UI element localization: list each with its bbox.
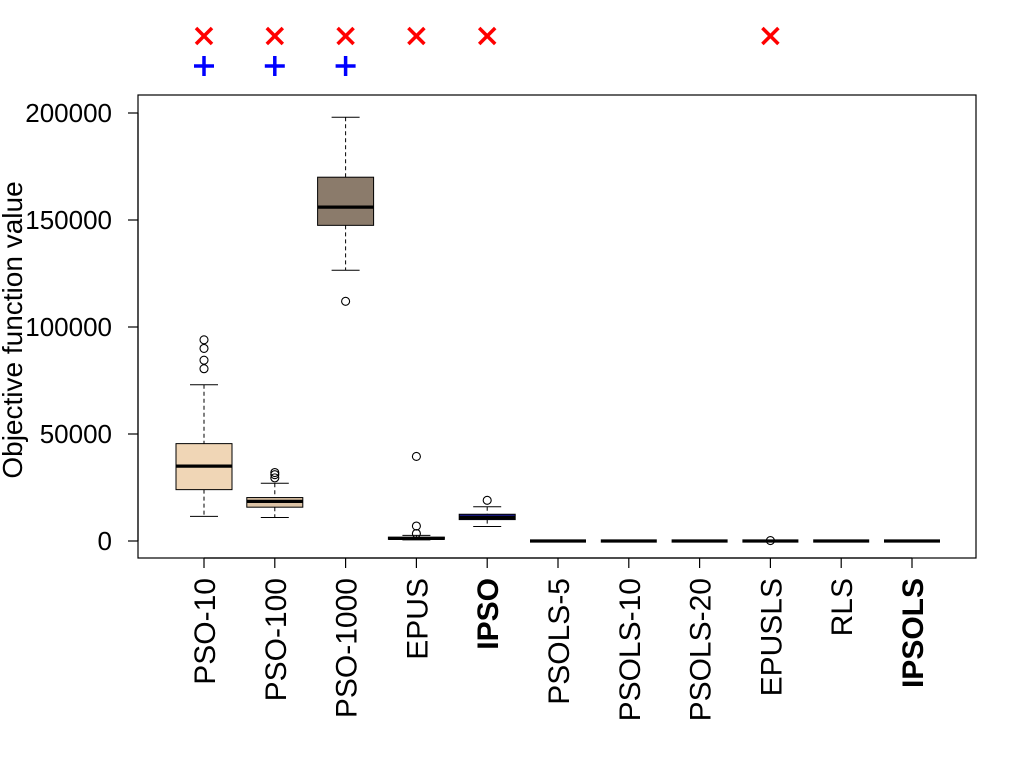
x-label-psols-5: PSOLS-5: [543, 578, 576, 705]
x-label-psols-20: PSOLS-20: [685, 578, 718, 721]
outlier-point: [199, 343, 209, 353]
box-pso-100: [246, 467, 304, 568]
box-psols-5: [530, 539, 586, 568]
box-epusls: [742, 536, 799, 568]
cross-stroke: [194, 26, 214, 46]
outlier-point: [341, 296, 351, 306]
y-tick-label: 100000: [25, 312, 112, 342]
outlier-point: [411, 521, 421, 531]
x-label-ipsols: IPSOLS: [897, 578, 930, 688]
box-rls: [813, 539, 870, 568]
box-pso-1000: [317, 116, 375, 568]
blue-plus-marker: [194, 56, 214, 76]
x-label-pso-100: PSO-100: [260, 578, 293, 701]
outlier-point: [482, 495, 492, 505]
outlier-point: [411, 451, 421, 462]
red-cross-marker: [265, 26, 285, 46]
y-tick-label: 50000: [40, 419, 112, 449]
outlier-point: [199, 355, 209, 365]
box-ipsols: [884, 539, 940, 568]
x-label-epus: EPUS: [401, 578, 434, 660]
y-tick-label: 200000: [25, 98, 112, 128]
x-label-rls: RLS: [826, 578, 859, 636]
boxes: [175, 116, 940, 568]
plot-frame: [137, 94, 977, 559]
y-axis: 0 50000 100000 150000 200000: [25, 98, 139, 556]
outlier-point: [199, 335, 209, 345]
x-axis-labels: PSO-10 PSO-100 PSO-1000 EPUS IPSO PSOLS-5 PSOL…: [189, 578, 930, 721]
box-ipso: [458, 495, 516, 568]
cross-stroke: [265, 26, 285, 46]
outlier-point: [765, 536, 775, 546]
box-epus: [387, 451, 445, 568]
x-label-pso-10: PSO-10: [189, 578, 222, 685]
blue-plus-marker: [335, 56, 356, 76]
outlier-point: [270, 467, 280, 478]
y-tick-label: 150000: [25, 205, 112, 235]
outlier-point: [199, 364, 209, 374]
x-label-ipso: IPSO: [472, 578, 505, 650]
red-cross-marker: [194, 26, 214, 46]
y-axis-title: Objective function value: [0, 181, 28, 478]
x-label-psols-10: PSOLS-10: [614, 578, 647, 721]
box-psols-10: [600, 539, 657, 568]
x-label-epusls: EPUSLS: [755, 578, 788, 696]
blue-plus-marker: [264, 56, 285, 76]
iqr-box: [317, 176, 375, 226]
significance-markers: [194, 26, 780, 76]
box-pso-10: [175, 335, 233, 568]
red-cross-marker: [761, 26, 780, 46]
red-cross-marker: [407, 26, 426, 46]
outlier-point: [270, 473, 280, 483]
cross-stroke: [761, 26, 780, 46]
red-cross-marker: [336, 26, 355, 46]
box-psols-20: [671, 539, 728, 568]
cross-stroke: [336, 26, 355, 46]
y-tick-label: 0: [98, 526, 112, 556]
red-cross-marker: [477, 26, 497, 46]
cross-stroke: [407, 26, 426, 46]
x-label-pso-1000: PSO-1000: [331, 578, 364, 718]
cross-stroke: [477, 26, 497, 46]
